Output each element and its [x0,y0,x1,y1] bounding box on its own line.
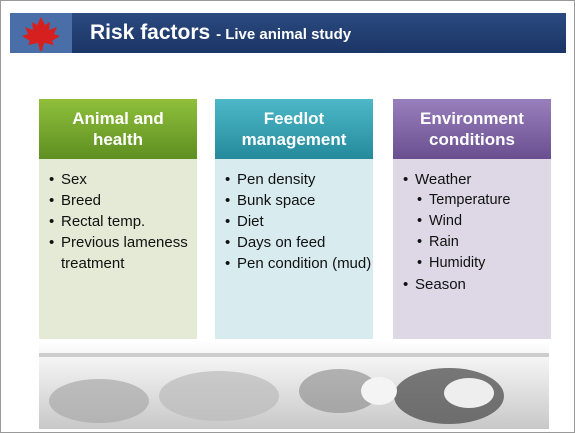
bullet-item: Temperature [429,190,551,211]
bullet-list: Weather Temperature Wind Rain Humidity Season [393,159,551,295]
photo [39,341,549,429]
maple-leaf [10,13,72,53]
title-text: Risk factors [90,21,210,44]
bullet-item: Bunk space [237,190,373,211]
bullet-text: Rectal temp. [61,213,145,230]
bullet-item: Rectal temp. [61,211,197,232]
bullet-text: Sex [61,171,87,188]
title: Risk factors - Live animal study [90,21,351,45]
bullet-item: Pen density [237,169,373,190]
bullet-text: Bunk space [237,192,315,209]
bullet-text: Pen condition (mud) [237,255,371,272]
column: Environment conditions Weather Temperature… [393,99,551,339]
bullet-text: Weather [415,171,471,188]
bullet-list: Pen density Bunk space Diet Days on feed Pen… [215,159,373,274]
bullet-item: Humidity [429,253,551,274]
bullet-text: Wind [429,213,462,229]
column: Animal and health Sex Breed Rectal temp. Pre… [39,99,197,339]
bullet-text: Diet [237,213,264,230]
bullet-item: Pen condition (mud) [237,253,373,274]
bullet-item: Diet [237,211,373,232]
bullet-text: Temperature [429,192,510,208]
bullet-item: Wind [429,211,551,232]
bullet-text: Days on feed [237,234,325,251]
bullet-text: Pen density [237,171,315,188]
slide: Risk factors - Live animal study Animal … [0,0,575,433]
title-bar: Risk factors - Live animal study [10,13,566,53]
bullet-item: Previous lameness treatment [61,232,197,274]
bullet-item: Sex [61,169,197,190]
bullet-item: Rain [429,232,551,253]
bullet-item: Season [415,274,551,295]
column-heading: Environment conditions [393,99,551,159]
column: Feedlot management Pen density Bunk space D… [215,99,373,339]
column-heading: Animal and health [39,99,197,159]
bullet-text: Previous lameness treatment [61,234,188,272]
column-heading: Feedlot management [215,99,373,159]
bullet-list: Temperature Wind Rain Humidity [415,190,551,274]
bullet-item: Weather Temperature Wind Rain Humidity [415,169,551,274]
bullet-list: Sex Breed Rectal temp. Previous lameness tr… [39,159,197,274]
bullet-text: Season [415,276,466,293]
bullet-item: Days on feed [237,232,373,253]
logo [10,13,72,53]
bullet-text: Breed [61,192,101,209]
subtitle: - Live animal study [216,26,351,43]
bullet-text: Rain [429,234,459,250]
bullet-text: Humidity [429,255,485,271]
bullet-item: Breed [61,190,197,211]
